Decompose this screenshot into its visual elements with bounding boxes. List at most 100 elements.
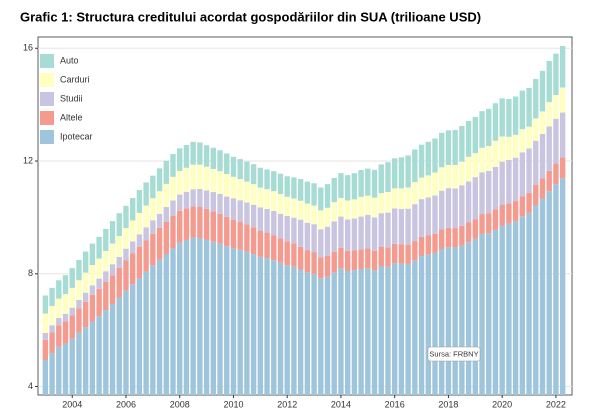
bar-segment <box>331 251 337 273</box>
bar-segment <box>398 188 405 209</box>
bar-segment <box>257 230 264 257</box>
bar-segment <box>385 266 391 395</box>
bar-segment <box>512 221 519 395</box>
bar-segment <box>109 303 116 395</box>
bar-segment <box>197 237 203 395</box>
bar-segment <box>170 248 176 395</box>
bar-segment <box>190 237 196 395</box>
bar-segment <box>163 254 169 395</box>
bar-segment <box>183 239 190 395</box>
bar-segment <box>237 221 243 250</box>
bar-segment <box>344 200 351 220</box>
bar-segment <box>392 188 398 209</box>
bar-segment <box>526 88 532 127</box>
bar-segment <box>324 207 331 227</box>
bar-segment <box>96 278 102 289</box>
bar-segment <box>533 118 539 141</box>
bar-segment <box>472 219 478 239</box>
bar-segment <box>526 148 532 193</box>
x-tick-label: 2010 <box>223 399 243 409</box>
bar-segment <box>183 167 190 192</box>
bar-segment <box>297 219 304 247</box>
bar-segment <box>385 192 391 213</box>
bar-segment <box>459 161 465 186</box>
bar-segment <box>499 205 505 226</box>
bar-segment <box>271 235 277 261</box>
bar-segment <box>479 214 485 235</box>
bar-segment <box>224 173 230 197</box>
bar-segment <box>499 161 505 206</box>
bar-segment <box>203 145 210 167</box>
bar-segment <box>459 245 465 395</box>
bar-segment <box>183 208 190 240</box>
bar-segment <box>76 332 82 395</box>
x-tick-label: 2016 <box>385 399 405 409</box>
bar-segment <box>42 295 49 314</box>
bar-segment <box>230 156 237 177</box>
bar-segment <box>130 197 136 221</box>
bar-segment <box>224 216 230 247</box>
bar-segment <box>297 246 304 270</box>
bar-segment <box>156 259 163 395</box>
bar-segment <box>546 60 552 103</box>
bar-segment <box>130 241 136 254</box>
bar-segment <box>277 213 284 239</box>
bar-segment <box>506 159 512 204</box>
bar-segment <box>136 212 143 235</box>
bar-segment <box>291 217 297 244</box>
bar-segment <box>398 208 405 245</box>
bar-segment <box>123 205 129 229</box>
bar-segment <box>49 353 55 395</box>
bar-segment <box>425 197 431 236</box>
bar-segment <box>405 244 411 264</box>
bar-segment <box>358 216 364 250</box>
y-tick-label: 8 <box>28 268 33 278</box>
bar-segment <box>224 246 230 395</box>
bar-segment <box>533 79 539 119</box>
bar-segment <box>96 236 102 259</box>
bar-segment <box>96 316 102 395</box>
bar-segment <box>405 208 411 245</box>
bar-segment <box>338 268 344 395</box>
bar-segment <box>250 164 257 185</box>
bar-segment <box>371 250 378 271</box>
bar-segment <box>116 297 122 395</box>
bar-segment <box>217 243 223 395</box>
bar-segment <box>533 184 539 206</box>
bar-segment <box>304 203 311 223</box>
bar-segment <box>371 197 378 218</box>
legend-label: Auto <box>60 55 79 65</box>
bar-segment <box>499 98 505 137</box>
bar-segment <box>405 263 411 395</box>
bar-segment <box>418 177 425 200</box>
bar-segment <box>452 228 458 248</box>
bar-segment <box>559 46 566 88</box>
x-tick-label: 2022 <box>546 399 566 409</box>
bar-segment <box>156 168 163 192</box>
bar-segment <box>42 360 49 395</box>
bar-segment <box>452 130 458 165</box>
bar-segment <box>156 191 163 214</box>
bar-segment <box>109 264 116 276</box>
bar-segment <box>553 118 559 164</box>
bar-segment <box>190 164 196 190</box>
bar-segment <box>331 202 337 222</box>
bar-segment <box>519 196 526 217</box>
bar-segment <box>445 188 452 228</box>
bar-segment <box>351 199 358 219</box>
bar-segment <box>210 241 216 395</box>
bar-segment <box>311 252 317 274</box>
bar-segment <box>311 273 317 395</box>
legend-swatch <box>40 73 54 87</box>
bar-segment <box>284 216 290 242</box>
bar-segment <box>559 112 566 158</box>
bar-segment <box>385 162 391 193</box>
bar-segment <box>197 188 203 207</box>
bar-segment <box>546 126 552 171</box>
bar-segment <box>459 126 465 162</box>
x-tick-label: 2004 <box>62 399 82 409</box>
bar-segment <box>217 171 223 195</box>
bar-segment <box>224 153 230 174</box>
bar-segment <box>324 276 331 395</box>
bars <box>42 46 566 395</box>
